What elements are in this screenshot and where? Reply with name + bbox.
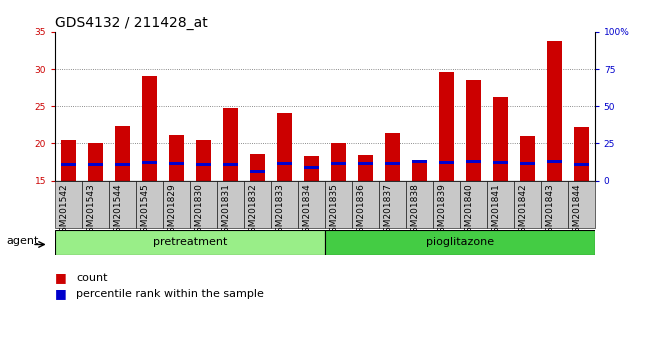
Bar xyxy=(250,170,265,173)
Bar xyxy=(61,141,76,181)
Bar xyxy=(142,161,157,164)
Text: GSM201844: GSM201844 xyxy=(572,183,581,238)
Bar xyxy=(271,181,298,228)
Text: GSM201843: GSM201843 xyxy=(545,183,554,238)
Text: GSM201543: GSM201543 xyxy=(86,183,96,238)
Bar xyxy=(163,181,190,228)
Text: GSM201830: GSM201830 xyxy=(194,183,203,238)
Bar xyxy=(61,163,76,166)
Bar xyxy=(433,181,460,228)
Text: GSM201841: GSM201841 xyxy=(491,183,500,238)
Text: ■: ■ xyxy=(55,272,67,284)
Bar xyxy=(298,181,325,228)
Bar xyxy=(223,163,238,166)
Bar xyxy=(379,181,406,228)
Bar xyxy=(82,181,109,228)
Bar xyxy=(55,181,83,228)
Text: GSM201544: GSM201544 xyxy=(114,183,123,238)
Bar xyxy=(514,181,541,228)
Bar xyxy=(358,154,373,181)
Bar xyxy=(304,156,319,181)
Bar xyxy=(55,230,325,255)
Bar xyxy=(223,108,238,181)
Text: GSM201835: GSM201835 xyxy=(330,183,339,238)
Text: ■: ■ xyxy=(55,287,67,300)
Bar xyxy=(460,181,487,228)
Bar xyxy=(466,160,481,164)
Text: GSM201836: GSM201836 xyxy=(356,183,365,238)
Text: GSM201832: GSM201832 xyxy=(248,183,257,238)
Bar xyxy=(88,163,103,166)
Bar xyxy=(331,162,346,165)
Bar xyxy=(244,181,271,228)
Bar xyxy=(412,160,427,164)
Bar xyxy=(358,162,373,165)
Bar xyxy=(136,181,163,228)
Text: percentile rank within the sample: percentile rank within the sample xyxy=(76,289,264,299)
Text: GSM201833: GSM201833 xyxy=(276,183,285,238)
Bar xyxy=(325,230,595,255)
Text: pioglitazone: pioglitazone xyxy=(426,238,494,247)
Text: GSM201545: GSM201545 xyxy=(140,183,150,238)
Bar xyxy=(412,162,427,181)
Bar xyxy=(169,135,184,181)
Bar xyxy=(487,181,514,228)
Bar xyxy=(466,80,481,181)
Bar xyxy=(520,162,535,165)
Bar xyxy=(568,181,595,228)
Bar xyxy=(115,126,130,181)
Bar xyxy=(277,162,292,165)
Bar xyxy=(217,181,244,228)
Bar xyxy=(541,181,568,228)
Bar xyxy=(352,181,379,228)
Bar xyxy=(520,136,535,181)
Text: GSM201837: GSM201837 xyxy=(384,183,393,238)
Bar xyxy=(439,72,454,181)
Bar xyxy=(304,166,319,169)
Bar xyxy=(115,164,130,166)
Text: GSM201842: GSM201842 xyxy=(518,183,527,238)
Text: GDS4132 / 211428_at: GDS4132 / 211428_at xyxy=(55,16,208,30)
Bar xyxy=(406,181,433,228)
Bar xyxy=(277,113,292,181)
Text: GSM201838: GSM201838 xyxy=(410,183,419,238)
Bar xyxy=(325,181,352,228)
Bar xyxy=(196,139,211,181)
Bar xyxy=(547,41,562,181)
Bar xyxy=(574,127,589,181)
Bar xyxy=(109,181,136,228)
Bar xyxy=(574,164,589,166)
Text: GSM201839: GSM201839 xyxy=(437,183,447,238)
Bar xyxy=(493,97,508,181)
Text: GSM201829: GSM201829 xyxy=(168,183,177,238)
Bar xyxy=(88,143,103,181)
Bar xyxy=(190,181,217,228)
Bar xyxy=(493,161,508,164)
Bar xyxy=(385,133,400,181)
Text: GSM201834: GSM201834 xyxy=(302,183,311,238)
Bar xyxy=(142,76,157,181)
Text: agent: agent xyxy=(6,236,39,246)
Bar xyxy=(439,161,454,164)
Text: count: count xyxy=(76,273,107,283)
Text: GSM201840: GSM201840 xyxy=(464,183,473,238)
Bar xyxy=(169,162,184,165)
Bar xyxy=(196,163,211,166)
Text: pretreatment: pretreatment xyxy=(153,238,228,247)
Text: GSM201542: GSM201542 xyxy=(60,183,69,238)
Bar xyxy=(547,160,562,164)
Bar xyxy=(250,154,265,181)
Text: GSM201831: GSM201831 xyxy=(222,183,231,238)
Bar xyxy=(385,162,400,165)
Bar xyxy=(331,143,346,181)
